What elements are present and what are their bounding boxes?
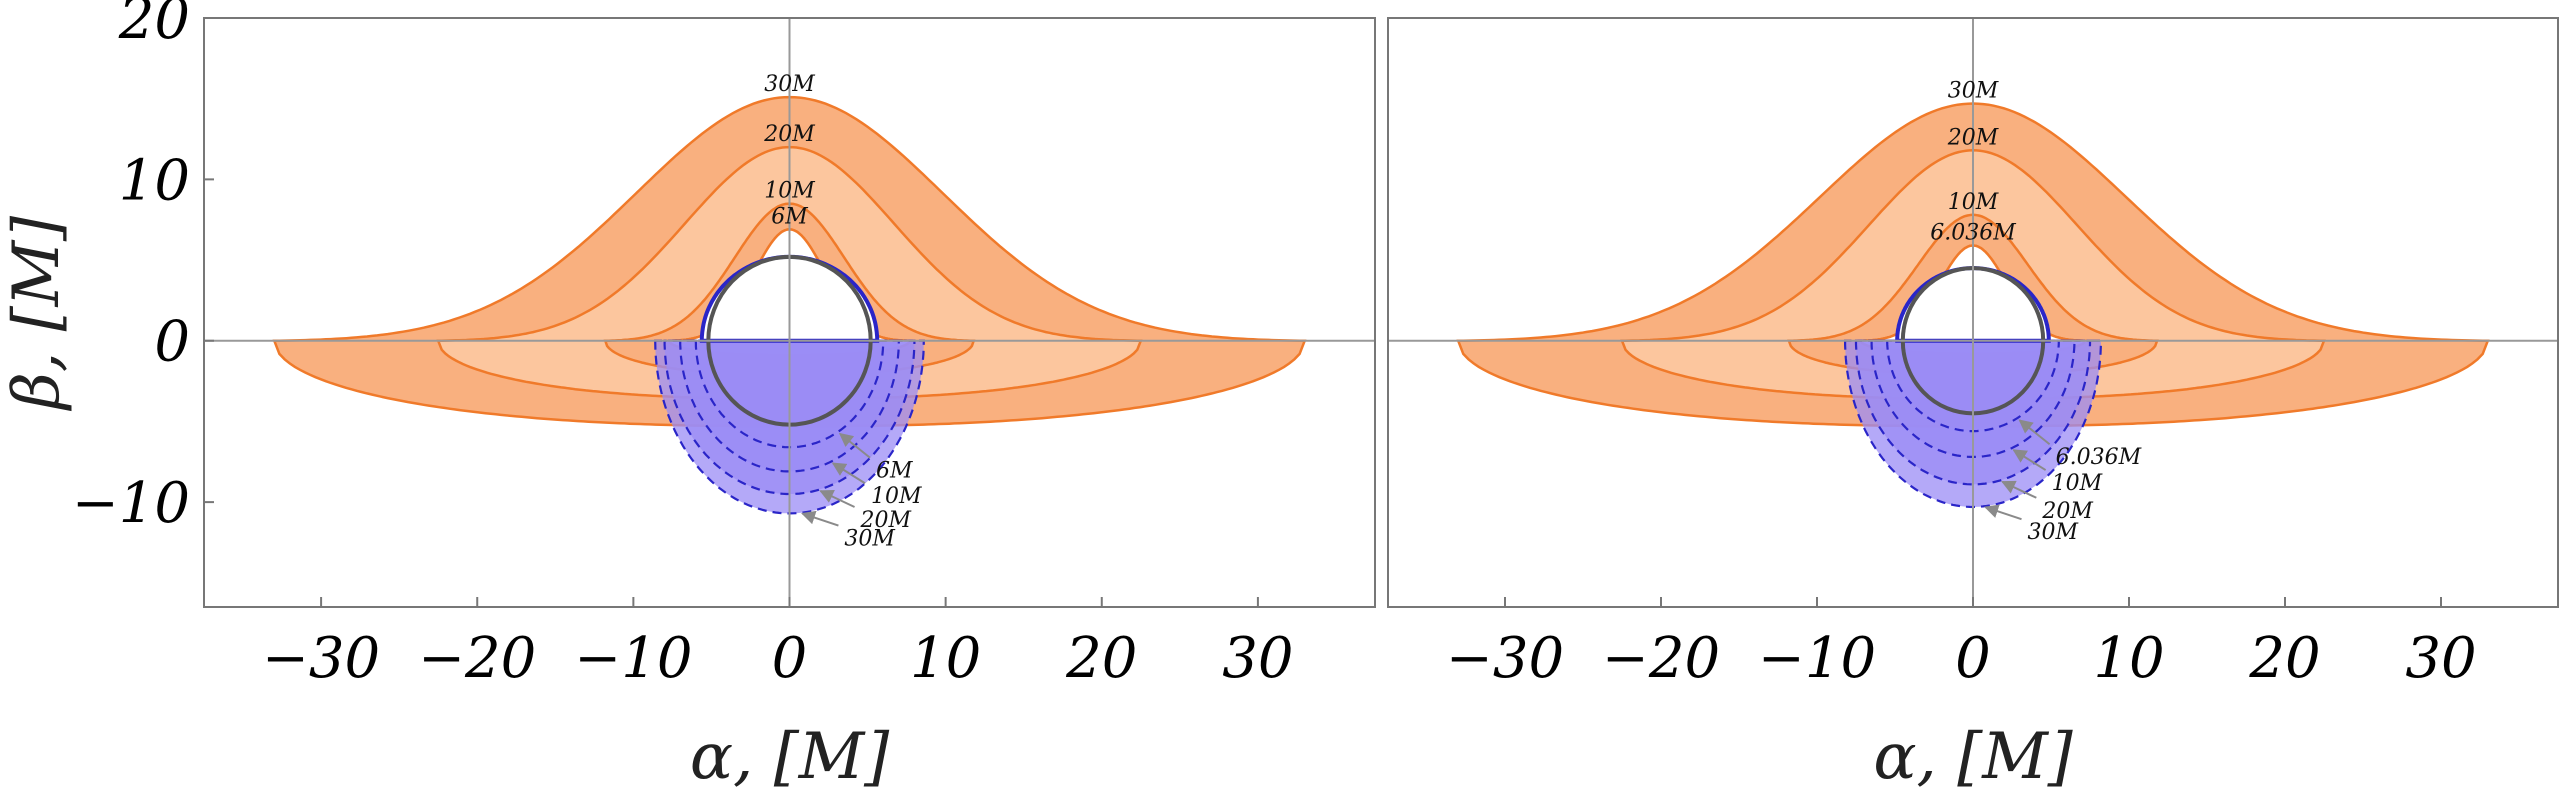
secondary-label-20M: 20M — [2041, 499, 2093, 524]
direct-label-30M: 30M — [764, 72, 815, 97]
plot-area — [1388, 18, 2558, 607]
arrow-30M — [801, 510, 839, 527]
secondary-label-6M: 6M — [876, 459, 913, 484]
plot-area — [204, 18, 1375, 607]
arrow-6.036M — [2018, 419, 2051, 446]
secondary-label-6.036M: 6.036M — [2056, 445, 2142, 470]
secondary-label-10M: 10M — [2052, 471, 2103, 496]
y-tick-label: 20 — [118, 0, 190, 52]
secondary-label-30M: 30M — [844, 527, 895, 552]
x-tick-label: 30 — [1222, 626, 1293, 691]
direct-label-6.036M: 6.036M — [1930, 221, 2016, 246]
secondary-label-10M: 10M — [871, 484, 922, 509]
x-tick-label: 10 — [910, 626, 981, 691]
y-tick-label: 10 — [119, 148, 190, 213]
direct-label-10M: 10M — [1948, 190, 1999, 215]
x-tick-label: 0 — [772, 626, 808, 691]
y-axis-title: β, [M] — [0, 215, 74, 411]
y-tick-label: −10 — [72, 471, 190, 536]
secondary-label-20M: 20M — [860, 508, 912, 533]
arrow-10M — [831, 462, 866, 485]
arrow-20M — [819, 490, 855, 508]
arrow-20M — [2001, 480, 2037, 499]
x-tick-label: 0 — [1955, 626, 1991, 691]
arrow-30M — [1984, 504, 2022, 521]
x-axis-title: α, [M] — [1873, 720, 2073, 794]
arrow-10M — [2012, 449, 2047, 471]
direct-label-30M: 30M — [1948, 79, 1999, 104]
x-tick-label: −20 — [1602, 626, 1720, 691]
x-tick-label: −20 — [418, 626, 536, 691]
direct-label-20M: 20M — [763, 122, 815, 147]
secondary-label-30M: 30M — [2027, 520, 2078, 545]
x-tick-label: 30 — [2405, 626, 2476, 691]
x-tick-label: −10 — [1758, 626, 1876, 691]
x-tick-label: 20 — [1065, 626, 1137, 691]
x-tick-label: 10 — [2093, 626, 2164, 691]
direct-label-20M: 20M — [1947, 125, 1999, 150]
x-tick-label: 20 — [2248, 626, 2320, 691]
x-tick-label: −10 — [574, 626, 692, 691]
x-tick-label: −30 — [262, 626, 380, 691]
x-axis-title: α, [M] — [690, 720, 890, 794]
x-tick-label: −30 — [1446, 626, 1564, 691]
direct-label-6M: 6M — [771, 204, 808, 229]
arrow-6M — [838, 432, 871, 459]
direct-label-10M: 10M — [764, 179, 815, 204]
y-tick-label: 0 — [154, 310, 190, 375]
